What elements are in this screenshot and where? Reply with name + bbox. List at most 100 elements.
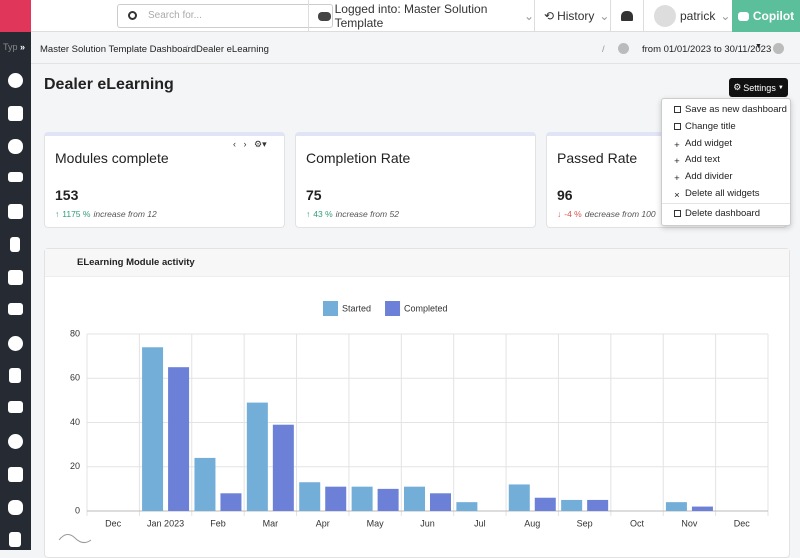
caret: ▼ [755, 43, 762, 50]
settings-label: Settings [743, 83, 776, 93]
x-tick-label: Sep [577, 518, 593, 528]
menu-item[interactable]: Change title [674, 121, 736, 132]
menu-icon: + [674, 173, 681, 180]
users-icon [318, 12, 331, 21]
nav-icon[interactable] [8, 73, 23, 88]
menu-item[interactable]: +Add divider [674, 171, 733, 182]
sidebar-tab[interactable]: Typ » [3, 42, 25, 52]
x-tick-label: Oct [630, 518, 645, 528]
legend-swatch[interactable] [385, 301, 400, 316]
menu-icon [674, 106, 681, 113]
widget-change: ↑43 %increase from 52 [306, 209, 399, 219]
x-tick-label: Jan 2023 [147, 518, 184, 528]
nav-icon[interactable] [10, 237, 20, 252]
logged-into: Logged into: Master Solution Template [335, 2, 519, 30]
x-tick-label: Jul [474, 518, 486, 528]
widget-value: 153 [55, 187, 78, 203]
menu-item[interactable]: Delete dashboard [674, 208, 760, 219]
bar [535, 498, 556, 511]
date-range[interactable]: from 01/01/2023 to 30/11/2023 [642, 44, 771, 55]
page-title: Dealer eLearning [44, 76, 174, 94]
widget-change: ↑1175 %increase from 12 [55, 209, 157, 219]
bar [692, 507, 713, 511]
add-user-icon [621, 11, 633, 21]
change-value: 1175 % [62, 209, 90, 219]
y-tick-label: 60 [70, 373, 80, 383]
gear-icon: ⚙ [733, 82, 741, 93]
menu-item[interactable]: + Add text [674, 154, 720, 165]
change-value: 43 % [313, 209, 332, 219]
widget-change: ↓-4 %decrease from 100 [557, 209, 656, 219]
menu-item[interactable]: Save as new dashboard [674, 104, 787, 115]
nav-icon[interactable] [8, 270, 23, 285]
nav-icon[interactable] [8, 401, 23, 413]
nav-icon[interactable] [8, 467, 23, 482]
menu-label: Save as new dashboard [685, 104, 787, 115]
add-user[interactable] [610, 0, 643, 32]
menu-item[interactable]: × Delete all widgets [674, 188, 759, 199]
y-tick-label: 80 [70, 328, 80, 338]
nav-icon[interactable] [9, 368, 21, 383]
menu-label: Add widget [685, 138, 732, 149]
menu-icon [674, 123, 681, 130]
menu-icon: + [674, 140, 681, 147]
menu-label: Delete dashboard [685, 208, 760, 219]
bar [509, 484, 530, 511]
widget-title: Completion Rate [306, 150, 410, 166]
change-text: increase from 12 [93, 209, 156, 219]
change-text: decrease from 100 [585, 209, 656, 219]
nav-icon[interactable] [8, 303, 23, 315]
menu-label: Delete all widgets [685, 188, 759, 199]
widget-card: Completion Rate 75 ↑43 %increase from 52 [295, 132, 536, 228]
legend-label: Started [342, 303, 371, 313]
bar [587, 500, 608, 511]
menu-label: Change title [685, 121, 736, 132]
search-placeholder: Search for... [148, 10, 202, 21]
chart-title: ELearning Module activity [45, 249, 789, 277]
trend-arrow: ↑ [306, 209, 310, 219]
history-icon: ⟲ [544, 9, 554, 23]
legend-swatch[interactable] [323, 301, 338, 316]
user-name: patrick [680, 9, 715, 23]
nav-icon[interactable] [8, 204, 23, 219]
context-menu[interactable]: Logged into: Master Solution Template ⌄ [308, 0, 534, 32]
next-period[interactable] [773, 43, 784, 54]
settings-button[interactable]: ⚙Settings▼ [729, 78, 788, 97]
breadcrumb-separator: / [185, 44, 188, 55]
nav-icon[interactable] [8, 434, 23, 449]
nav-icon[interactable] [8, 106, 23, 121]
user-menu[interactable]: patrick⌄ [643, 0, 732, 32]
search-icon [128, 11, 137, 20]
copilot: Copilot [753, 9, 794, 23]
x-tick-label: Feb [210, 518, 226, 528]
menu-icon: + [674, 156, 681, 163]
menu-icon [674, 210, 681, 217]
nav-icon[interactable] [8, 500, 23, 515]
search-box[interactable]: Search for... [117, 4, 333, 28]
nav-icon[interactable] [8, 139, 23, 154]
sidebar: Typ » [0, 0, 31, 550]
breadcrumb-item: Dealer eLearning [196, 44, 269, 55]
y-tick-label: 20 [70, 461, 80, 471]
widget-card: ‹ › ⚙▾ Modules complete 153 ↑1175 %incre… [44, 132, 285, 228]
copilot-button[interactable]: Copilot [732, 0, 800, 32]
breadcrumb-item[interactable]: Master Solution Template Dashboard [40, 44, 196, 55]
menu-item[interactable]: + Add widget [674, 138, 732, 149]
caret: ▼ [778, 85, 784, 91]
widget-title: Passed Rate [557, 150, 637, 166]
navigator-preview [59, 534, 91, 542]
nav-icon[interactable] [8, 336, 23, 351]
nav-icon[interactable] [9, 532, 21, 547]
widget-controls[interactable]: ‹ › ⚙▾ [233, 139, 267, 150]
bar [168, 367, 189, 511]
previous-period[interactable] [618, 43, 629, 54]
menu-label: Add text [685, 154, 720, 165]
x-tick-label: Mar [263, 518, 279, 528]
caret: ⌄ [524, 9, 534, 23]
nav-icon[interactable] [8, 172, 23, 182]
breadcrumb-separator: / [602, 44, 605, 55]
history-menu[interactable]: ⟲History⌄ [534, 0, 610, 32]
logo[interactable] [0, 0, 31, 32]
menu-icon: × [674, 190, 681, 197]
bar [247, 403, 268, 511]
